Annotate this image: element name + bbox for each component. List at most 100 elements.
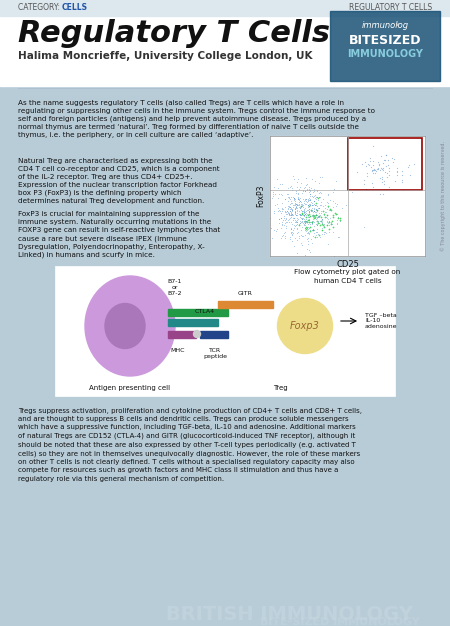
Point — [288, 227, 295, 237]
Point — [326, 223, 333, 233]
Point — [369, 178, 376, 188]
Point — [305, 204, 312, 214]
Point — [334, 210, 341, 220]
Point — [313, 192, 320, 202]
Point — [309, 200, 316, 210]
Point — [379, 165, 386, 175]
Point — [319, 229, 326, 239]
Point — [376, 160, 383, 170]
Point — [311, 217, 318, 227]
Point — [318, 214, 325, 224]
Point — [299, 200, 306, 210]
Point — [312, 208, 319, 218]
Point — [276, 189, 283, 199]
Point — [319, 218, 326, 228]
Point — [293, 248, 301, 258]
Point — [307, 205, 314, 215]
Point — [306, 211, 314, 221]
Point — [308, 216, 315, 226]
Point — [378, 172, 386, 182]
Point — [334, 232, 342, 242]
Point — [270, 191, 277, 201]
Point — [306, 204, 313, 214]
Point — [302, 198, 309, 208]
Point — [326, 227, 333, 237]
Point — [301, 195, 308, 205]
Point — [321, 207, 328, 217]
Point — [282, 207, 289, 217]
Point — [281, 227, 288, 237]
Point — [323, 213, 330, 223]
Point — [393, 170, 400, 180]
Point — [284, 205, 291, 215]
Point — [313, 220, 320, 230]
Point — [285, 202, 292, 212]
Text: CTLA4: CTLA4 — [195, 309, 215, 314]
Point — [379, 158, 387, 168]
Point — [290, 240, 297, 250]
Text: human CD4 T cells: human CD4 T cells — [314, 278, 381, 284]
Point — [399, 170, 406, 180]
Point — [278, 220, 285, 230]
Point — [308, 217, 315, 227]
Point — [385, 160, 392, 170]
Ellipse shape — [105, 304, 145, 349]
Point — [301, 208, 308, 218]
Point — [309, 210, 316, 220]
Point — [281, 207, 288, 217]
Point — [287, 224, 294, 234]
Point — [265, 202, 272, 212]
Point — [302, 182, 309, 192]
Point — [292, 217, 299, 227]
Point — [308, 219, 315, 229]
Point — [348, 187, 356, 197]
Point — [371, 165, 378, 175]
Point — [328, 217, 335, 227]
Point — [319, 172, 326, 182]
Point — [312, 230, 319, 240]
Point — [306, 222, 313, 232]
Point — [360, 175, 368, 185]
Point — [327, 205, 334, 215]
Point — [365, 160, 373, 170]
Point — [288, 205, 296, 215]
Point — [284, 215, 291, 225]
Text: ʸ: ʸ — [370, 21, 400, 31]
Point — [334, 215, 341, 225]
Point — [284, 208, 292, 218]
Point — [286, 194, 293, 204]
Point — [331, 198, 338, 208]
Point — [289, 183, 296, 193]
Point — [305, 239, 312, 249]
Point — [284, 217, 291, 227]
Point — [326, 204, 333, 214]
Point — [297, 178, 305, 188]
Point — [279, 204, 286, 214]
Point — [304, 228, 311, 238]
Point — [288, 217, 295, 227]
Point — [287, 204, 294, 214]
Point — [303, 217, 310, 227]
Point — [324, 202, 332, 212]
Point — [377, 189, 384, 199]
Point — [282, 231, 289, 241]
Point — [299, 206, 306, 216]
Point — [277, 179, 284, 189]
Point — [306, 195, 313, 205]
Point — [289, 215, 297, 225]
Point — [295, 219, 302, 229]
Point — [296, 194, 303, 204]
Point — [297, 230, 305, 240]
Point — [313, 232, 320, 242]
Point — [270, 182, 278, 192]
Point — [302, 216, 309, 226]
Point — [292, 220, 300, 230]
Point — [283, 223, 290, 233]
Point — [308, 239, 315, 249]
Point — [336, 232, 343, 242]
Point — [313, 210, 320, 220]
Point — [317, 200, 324, 210]
Point — [306, 209, 313, 219]
Text: Regulatory T Cells: Regulatory T Cells — [18, 19, 330, 48]
Point — [374, 164, 382, 174]
